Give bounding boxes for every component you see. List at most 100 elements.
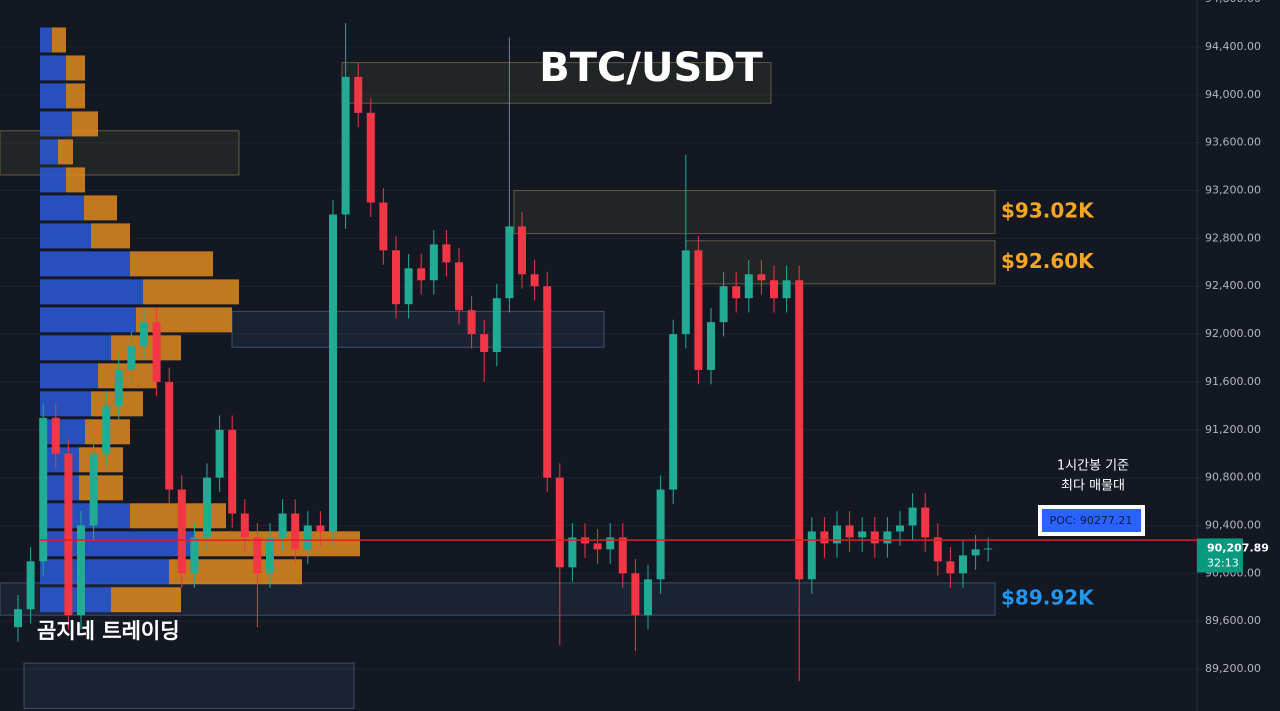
candle-body [795,280,804,580]
zone [685,240,996,285]
candle-body [707,322,715,370]
profile-sell [136,307,232,333]
profile-buy [40,419,85,445]
volume-profile [40,27,360,613]
candle-body [505,226,514,299]
profile-buy [40,503,130,529]
zone [341,62,772,104]
y-tick-label: 89,600.00 [1205,614,1261,627]
profile-buy [40,223,91,249]
profile-buy [40,531,195,557]
candle-body [669,334,678,490]
zone [513,190,996,235]
candle-body [959,555,967,574]
profile-sell [79,447,123,473]
candle-body [114,369,123,406]
profile-buy [40,251,130,277]
candle-body [845,525,854,538]
y-tick-label: 90,800.00 [1205,471,1261,484]
candle-body [152,322,161,382]
candle-body [719,286,728,323]
candle-body [732,286,741,299]
candle-body [606,537,615,550]
candle-body [64,453,73,616]
candle-body [543,286,552,478]
y-tick-label: 93,200.00 [1205,184,1261,197]
y-tick-label: 92,000.00 [1205,327,1261,340]
zone-label: $93.02K [1001,199,1095,223]
candle-body [933,537,942,562]
candle-body [392,250,400,305]
candle-body [455,262,463,311]
candle-body [770,280,778,299]
candle-body [946,561,955,574]
profile-buy [40,139,58,165]
zone-label: $92.60K [1001,249,1095,273]
profile-sell [66,83,85,109]
y-tick-label: 91,600.00 [1205,375,1261,388]
candle-body [215,429,224,478]
candle-body [782,280,791,299]
candle-body [228,429,237,514]
candle-body [77,525,85,616]
candle-body [744,274,753,299]
profile-buy [40,111,72,137]
profile-sell [130,251,213,277]
candle-body [404,268,413,305]
candle-body [14,609,22,628]
profile-buy [40,83,66,109]
note-line: 최다 매물대 [1061,479,1125,494]
poc-label: POC: 90277.21 [1050,514,1133,527]
profile-sell [169,559,302,585]
profile-sell [52,27,66,53]
candle-body [858,531,867,538]
profile-sell [72,111,98,137]
countdown: 32:13 [1207,556,1239,569]
chart-title: BTC/USDT [539,45,763,91]
profile-buy [40,167,66,193]
zone [0,130,240,176]
candle-body [883,531,892,544]
zone [23,662,355,709]
candle-body [971,549,980,556]
candle-body [656,489,665,580]
candle-body [896,525,904,532]
profile-buy [40,559,169,585]
profile-buy [40,195,84,221]
profile-sell [66,55,85,81]
y-tick-label: 89,200.00 [1205,662,1261,675]
candle-body [467,310,476,335]
candle-body [354,76,363,113]
profile-sell [84,195,117,221]
y-tick-label: 94,000.00 [1205,88,1261,101]
candle-body [984,548,993,550]
candle-body [921,507,930,538]
profile-sell [98,363,156,389]
profile-buy [40,27,52,53]
zone-label: $89.92K [1001,586,1095,610]
y-tick-label: 92,400.00 [1205,279,1261,292]
profile-buy [40,307,136,333]
candles [14,23,993,681]
candle-body [266,537,274,574]
candle-body [140,322,148,347]
candle-body [807,531,816,580]
candle-body [341,76,350,215]
candle-body [127,346,136,370]
candle-body [644,579,652,616]
candle-body [681,250,690,335]
y-tick-label: 93,600.00 [1205,136,1261,149]
candle-body [694,250,703,370]
profile-sell [66,167,85,193]
candle-body [89,453,98,526]
profile-buy [40,55,66,81]
candle-body [51,417,60,454]
y-tick-label: 92,800.00 [1205,231,1261,244]
candle-body [530,274,539,287]
profile-buy [40,279,143,305]
candle-body [568,537,577,568]
y-tick-label: 94,800.00 [1205,0,1261,5]
